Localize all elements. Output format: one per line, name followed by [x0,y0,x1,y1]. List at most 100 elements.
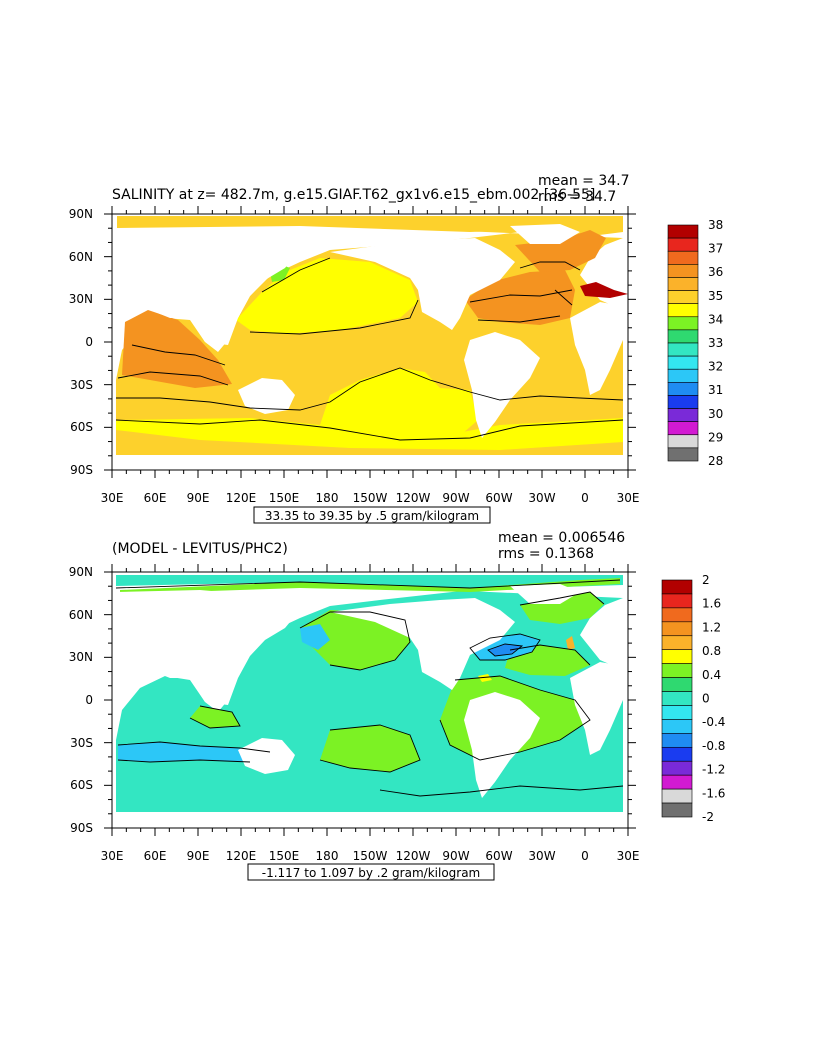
lon-label: 30E [101,491,124,505]
colorbar-swatch [667,395,699,409]
lon-label: 120E [226,849,257,863]
colorbar-swatch [667,408,699,422]
lon-label: 30W [528,491,555,505]
colorbar-swatch [667,224,699,239]
top-map [112,214,628,470]
top-colorbar: 38 37 36 35 34 33 32 31 30 29 28 [667,218,723,468]
colorbar-label: 0.8 [702,644,721,658]
lat-label: 60N [69,250,93,264]
bottom-rms-label: rms = 0.1368 [498,546,594,562]
colorbar-swatch [667,434,699,449]
top-contour-info: 33.35 to 39.35 by .5 gram/kilogram [265,509,479,523]
bottom-panel: (MODEL - LEVITUS/PHC2) mean = 0.006546 r… [69,530,725,881]
lon-label: 60E [144,491,167,505]
colorbar-swatch [661,579,693,595]
colorbar-swatch [667,355,699,370]
colorbar-swatch [667,421,699,436]
colorbar-swatch [661,635,693,651]
lon-label: 90W [442,849,469,863]
lon-label: 150E [269,491,300,505]
colorbar-swatch [667,303,699,318]
lon-label: 180 [316,849,339,863]
bottom-map [112,572,628,828]
bottom-contour-info: -1.117 to 1.097 by .2 gram/kilogram [262,866,481,880]
lon-label: 0 [581,491,589,505]
colorbar-swatch [667,342,699,357]
lat-label: 90S [70,463,93,477]
lon-label: 150E [269,849,300,863]
colorbar-label: 28 [708,454,723,468]
colorbar-swatch [661,607,693,623]
lat-label: 30N [69,650,93,664]
colorbar-label: 37 [708,242,723,256]
colorbar-swatch [667,250,699,265]
colorbar-label: 0 [702,692,710,706]
lon-label: 90E [187,491,210,505]
colorbar-swatch [661,663,693,678]
colorbar-swatch [661,788,693,804]
colorbar-label: 34 [708,312,723,326]
bottom-lon-labels: 30E 60E 90E 120E 150E 180 150W 120W 90W … [101,849,640,863]
colorbar-label: -0.4 [702,715,725,729]
colorbar-label: -0.8 [702,739,725,753]
bottom-lat-labels: 90N 60N 30N 0 30S 60S 90S [69,565,93,835]
lon-label: 150W [353,849,388,863]
top-lat-labels: 90N 60N 30N 0 30S 60S 90S [69,207,93,477]
colorbar-swatch [667,447,699,462]
colorbar-label: 33 [708,336,723,350]
colorbar-swatch [661,621,693,637]
lon-label: 90W [442,491,469,505]
top-ticks [104,206,636,478]
colorbar-label: 1.2 [702,620,721,634]
colorbar-label: 32 [708,360,723,374]
colorbar-label: 1.6 [702,597,721,611]
bottom-ticks [104,564,636,836]
colorbar-label: 31 [708,383,723,397]
colorbar-swatch [661,649,693,664]
colorbar-label: 35 [708,289,723,303]
colorbar-swatch [661,705,693,720]
colorbar-swatch [661,802,693,818]
lat-label: 60N [69,608,93,622]
colorbar-label: 2 [702,573,710,587]
lon-label: 0 [581,849,589,863]
top-contour-info-box [253,506,491,524]
lon-label: 90E [187,849,210,863]
lon-label: 30E [101,849,124,863]
lat-label: 30N [69,292,93,306]
lat-label: 60S [70,420,93,434]
lon-label: 30E [617,849,640,863]
lat-label: 0 [85,335,93,349]
lon-label: 120W [396,491,431,505]
lon-label: 60W [485,491,512,505]
lat-label: 90N [69,565,93,579]
lon-label: 30E [617,491,640,505]
lon-label: 150W [353,491,388,505]
lon-label: 60W [485,849,512,863]
colorbar-swatch [661,691,693,706]
colorbar-swatch [661,719,693,734]
lat-label: 90S [70,821,93,835]
bottom-colorbar: 2 1.6 1.2 0.8 0.4 0 -0.4 -0.8 -1.2 -1.6 -2 [661,573,725,824]
colorbar-swatch [661,760,693,776]
top-title: SALINITY at z= 482.7m, g.e15.GIAF.T62_gx… [112,187,595,203]
lat-label: 0 [85,693,93,707]
colorbar-swatch [667,290,699,304]
lon-label: 30W [528,849,555,863]
colorbar-swatch [667,329,699,344]
colorbar-label: 30 [708,407,723,421]
colorbar-label: -1.6 [702,786,725,800]
colorbar-swatch [661,733,693,748]
top-rms-label: rms = 34.7 [538,189,616,205]
top-lon-labels: 30E 60E 90E 120E 150E 180 150W 120W 90W … [101,491,640,505]
colorbar-swatch [667,368,699,383]
lon-label: 120E [226,491,257,505]
colorbar-label: 36 [708,265,723,279]
lon-label: 180 [316,491,339,505]
bottom-title: (MODEL - LEVITUS/PHC2) [112,541,288,557]
colorbar-swatch [667,264,699,278]
colorbar-label: -1.2 [702,763,725,777]
colorbar-swatch [667,316,699,331]
bottom-contour-info-box [247,863,495,881]
